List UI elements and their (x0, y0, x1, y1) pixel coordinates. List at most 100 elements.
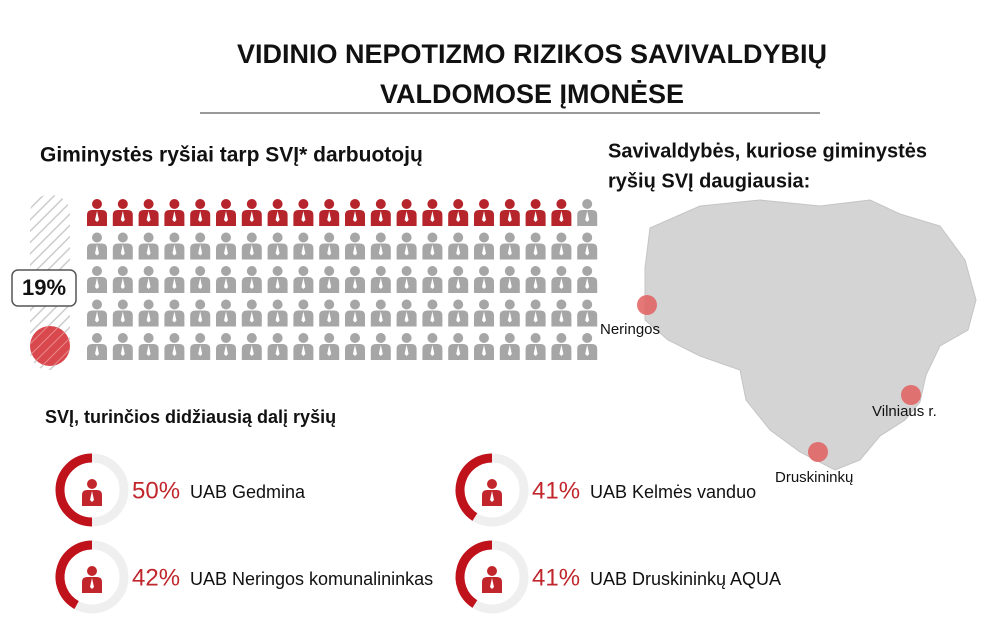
icon-head (298, 199, 309, 209)
person-icon (422, 266, 443, 293)
person-icon (499, 333, 520, 360)
company-name: UAB Neringos komunalininkas (190, 569, 433, 589)
person-icon (345, 199, 365, 226)
person-icon (319, 299, 340, 327)
icon-tie (378, 345, 383, 356)
person-icon (422, 232, 443, 260)
person-icon (241, 199, 262, 226)
icon-head (92, 266, 102, 276)
icon-head (556, 232, 567, 243)
icon-tie (95, 311, 99, 323)
icon-tie (172, 311, 177, 323)
icon-tie (172, 211, 177, 222)
icon-head (221, 333, 231, 343)
person-icon (345, 232, 365, 260)
map-dot (637, 295, 657, 315)
person-icon (216, 232, 236, 260)
icon-head (453, 299, 464, 310)
map-label: Druskininkų (775, 469, 853, 486)
gauge-arc (55, 540, 93, 609)
icon-head (487, 479, 497, 489)
icon-tie (146, 278, 151, 289)
icon-tie (430, 244, 435, 256)
icon-tie (482, 244, 486, 256)
icon-head (401, 333, 412, 343)
person-icon (577, 333, 598, 360)
icon-head (92, 232, 102, 243)
icon-tie (95, 244, 99, 256)
section-heading: ryšių SVĮ daugiausia: (608, 170, 810, 192)
company-percent: 41% (532, 477, 580, 504)
gauge-arc (455, 540, 493, 608)
icon-head (401, 266, 412, 276)
icon-head (87, 566, 97, 576)
icon-tie (533, 345, 538, 356)
person-icon (87, 232, 107, 260)
icon-head (195, 333, 206, 343)
icon-tie (559, 244, 564, 256)
icon-tie (224, 345, 228, 356)
icon-tie (378, 278, 383, 289)
icon-tie (224, 211, 228, 222)
icon-head (350, 333, 360, 343)
icon-head (427, 299, 438, 310)
icon-head (221, 232, 231, 243)
icon-head (582, 232, 593, 243)
icon-head (246, 199, 257, 209)
person-icon (370, 299, 391, 327)
icon-tie (90, 578, 94, 589)
icon-tie (507, 311, 512, 323)
icon-tie (275, 345, 280, 356)
icon-head (350, 199, 360, 209)
person-icon (345, 266, 365, 293)
icon-head (117, 199, 128, 209)
icon-tie (430, 211, 435, 222)
section-heading: SVĮ, turinčios didžiausią dalį ryšių (45, 407, 336, 427)
icon-tie (90, 491, 94, 502)
icon-tie (249, 244, 254, 256)
icon-tie (249, 311, 254, 323)
person-icon (87, 266, 107, 293)
percent-label: 19% (22, 275, 66, 300)
icon-head (117, 266, 128, 276)
icon-head (582, 199, 593, 209)
icon-head (401, 299, 412, 310)
icon-head (504, 299, 515, 310)
person-icon (216, 266, 236, 293)
icon-head (479, 299, 489, 310)
icon-tie (585, 211, 590, 222)
person-icon (474, 199, 494, 226)
icon-head (169, 232, 180, 243)
icon-head (169, 299, 180, 310)
icon-head (324, 199, 335, 209)
icon-head (401, 232, 412, 243)
icon-tie (275, 211, 280, 222)
icon-tie (456, 211, 461, 222)
person-icon (551, 266, 572, 293)
icon-head (582, 299, 593, 310)
person-icon (190, 199, 211, 226)
icon-tie (559, 278, 564, 289)
icon-tie (198, 311, 203, 323)
icon-head (298, 232, 309, 243)
icon-head (453, 266, 464, 276)
title-line: VIDINIO NEPOTIZMO RIZIKOS SAVIVALDYBIŲ (237, 39, 827, 69)
title-line: VALDOMOSE ĮMONĖSE (380, 79, 684, 109)
icon-head (195, 232, 206, 243)
icon-tie (456, 244, 461, 256)
icon-tie (120, 311, 125, 323)
person-icon (499, 266, 520, 293)
icon-tie (353, 211, 357, 222)
person-icon (319, 232, 340, 260)
icon-tie (249, 278, 254, 289)
person-icon (216, 333, 236, 360)
person-icon (525, 333, 546, 360)
icon-tie (404, 211, 409, 222)
icon-head (479, 232, 489, 243)
person-icon (482, 479, 502, 506)
person-icon (190, 299, 211, 327)
icon-tie (482, 211, 486, 222)
icon-head (143, 333, 154, 343)
icon-head (272, 232, 283, 243)
